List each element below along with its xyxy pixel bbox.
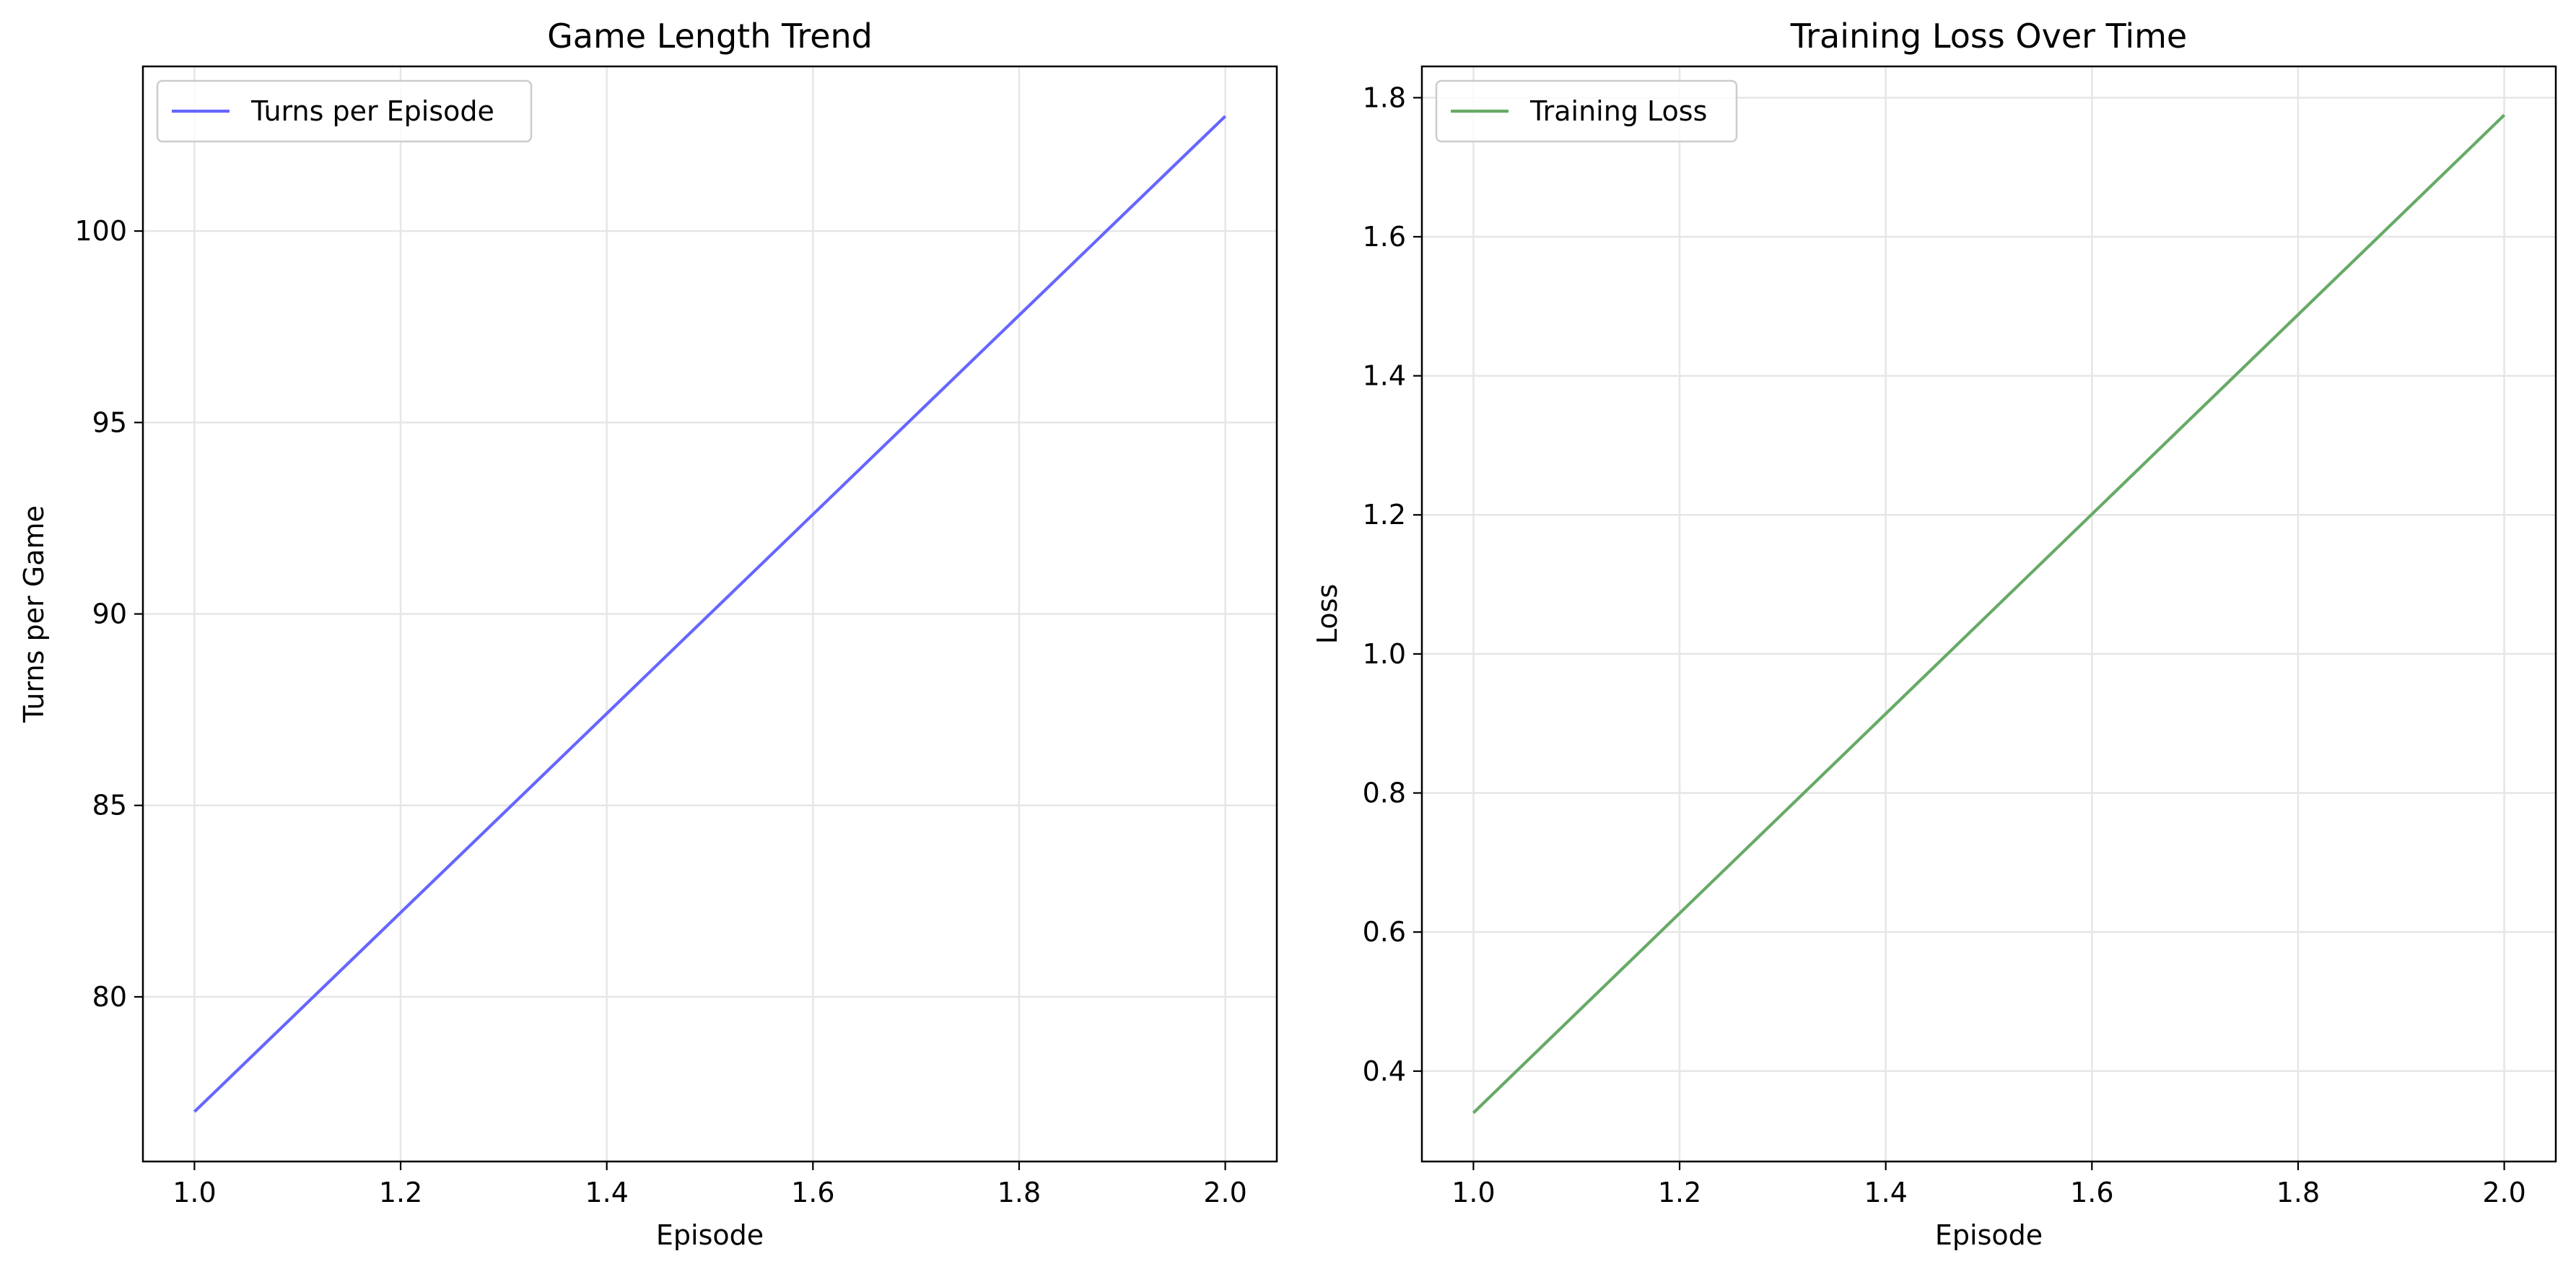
y-tick-label: 1.4 bbox=[1363, 360, 1406, 392]
x-tick-label: 1.2 bbox=[1658, 1177, 1701, 1208]
legend-box bbox=[1435, 79, 1738, 143]
y-tick-label: 80 bbox=[92, 981, 127, 1013]
legend: Turns per Episode bbox=[156, 79, 533, 143]
x-tick-label: 2.0 bbox=[2482, 1177, 2525, 1208]
y-tick-label: 1.2 bbox=[1363, 499, 1406, 531]
y-tick-label: 1.0 bbox=[1363, 638, 1406, 670]
x-tick-label: 1.4 bbox=[585, 1177, 628, 1208]
legend-box bbox=[156, 79, 533, 143]
y-tick-label: 95 bbox=[92, 406, 127, 438]
legend-entry: Training Loss bbox=[1529, 95, 1707, 127]
chart-title: Training Loss Over Time bbox=[1790, 17, 2187, 56]
x-tick-label: 1.6 bbox=[791, 1177, 834, 1208]
x-axis-label: Episode bbox=[656, 1219, 764, 1251]
y-tick-label: 0.8 bbox=[1363, 777, 1406, 809]
x-tick-label: 1.0 bbox=[173, 1177, 216, 1208]
y-axis-label: Loss bbox=[1311, 584, 1343, 644]
y-tick-label: 85 bbox=[92, 790, 127, 821]
x-tick-label: 1.8 bbox=[997, 1177, 1041, 1208]
y-axis-label: Turns per Game bbox=[18, 505, 50, 723]
y-tick-label: 100 bbox=[74, 215, 127, 247]
chart-0: 1.0 1.2 1.4 1.6 1.8 2.0 80 85 90 95 100 Game Length… bbox=[18, 17, 1278, 1251]
axes-frame bbox=[1420, 65, 2557, 1163]
y-tick-label: 1.6 bbox=[1363, 221, 1406, 253]
series-line-0 bbox=[193, 115, 1227, 1113]
legend: Training Loss bbox=[1435, 79, 1738, 143]
x-tick-label: 1.0 bbox=[1451, 1177, 1495, 1208]
chart-title: Game Length Trend bbox=[547, 17, 873, 56]
series-line-0 bbox=[1472, 113, 2506, 1115]
y-tick-label: 1.8 bbox=[1363, 82, 1406, 113]
x-axis-label: Episode bbox=[1935, 1219, 2043, 1251]
y-tick-label: 0.4 bbox=[1363, 1055, 1406, 1087]
chart-1: 1.0 1.2 1.4 1.6 1.8 2.0 0.4 0.6 0.8 1.0 1.2 1.4 1.6 1… bbox=[1311, 17, 2557, 1251]
x-tick-label: 2.0 bbox=[1203, 1177, 1246, 1208]
x-tick-label: 1.2 bbox=[379, 1177, 422, 1208]
y-tick-label: 0.6 bbox=[1363, 916, 1406, 948]
x-tick-label: 1.8 bbox=[2276, 1177, 2320, 1208]
y-tick-label: 90 bbox=[92, 598, 127, 630]
legend-entry: Turns per Episode bbox=[250, 95, 494, 127]
x-tick-label: 1.4 bbox=[1864, 1177, 1907, 1208]
x-tick-label: 1.6 bbox=[2070, 1177, 2113, 1208]
